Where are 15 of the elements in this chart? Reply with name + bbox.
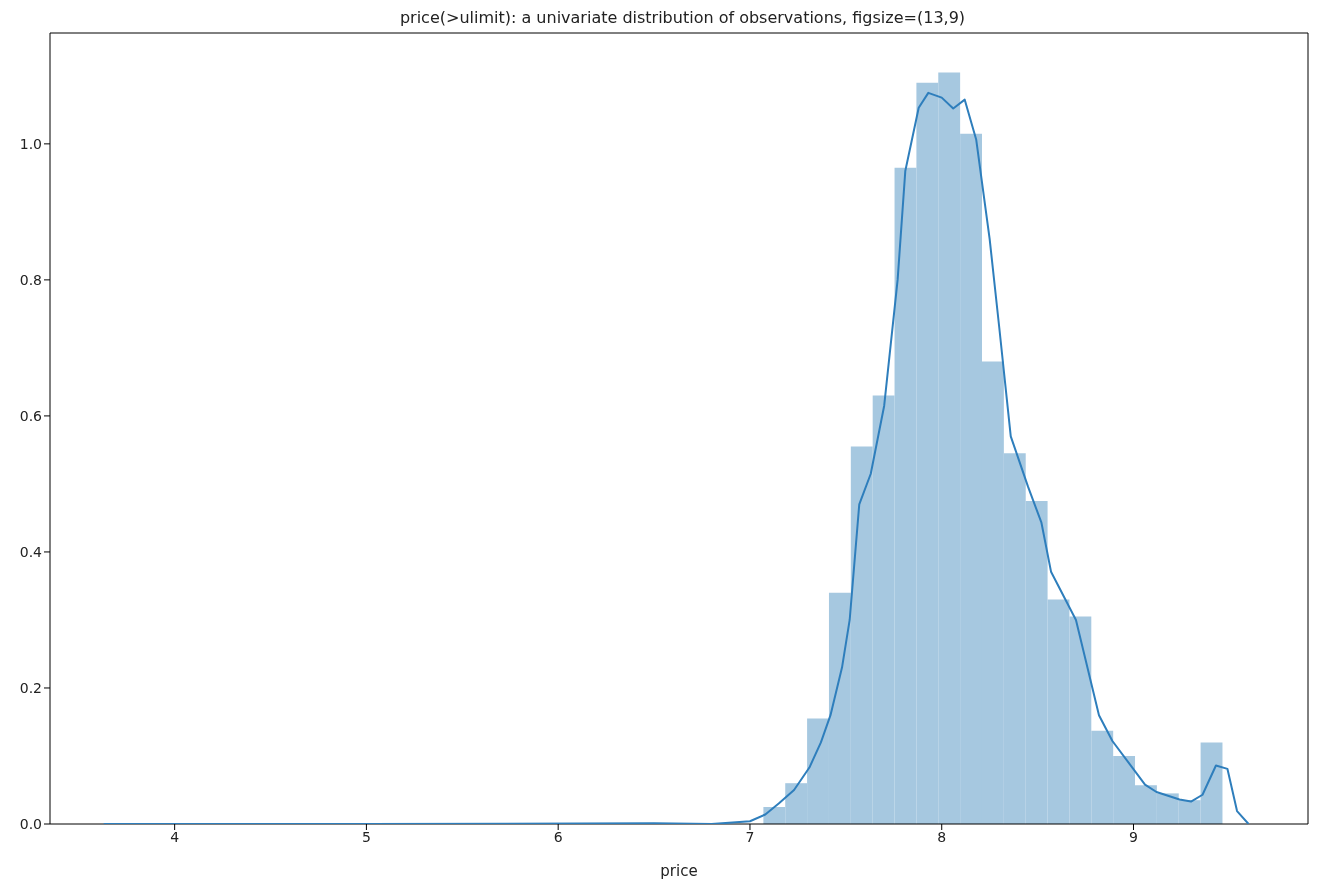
x-tick-label: 8 xyxy=(937,828,947,845)
y-tick-label: 1.0 xyxy=(19,135,42,152)
x-tick-label: 4 xyxy=(170,828,180,845)
y-tick-label: 0.2 xyxy=(19,679,42,696)
y-tick-label: 0.4 xyxy=(19,543,43,560)
y-tick-label: 0.8 xyxy=(19,271,42,288)
line-series xyxy=(102,91,1250,824)
y-tick-label: 0.0 xyxy=(19,815,42,832)
x-tick-label: 6 xyxy=(553,828,563,845)
x-tick-label: 7 xyxy=(745,828,755,845)
x-tick-label: 5 xyxy=(361,828,371,845)
x-axis-title: price xyxy=(660,862,698,880)
y-tick-label: 0.6 xyxy=(19,407,43,424)
x-tick-label: 9 xyxy=(1129,828,1138,845)
chart-title: price(>ulimit): a univariate distribution of observations, figsize=(13,9) xyxy=(398,8,967,29)
